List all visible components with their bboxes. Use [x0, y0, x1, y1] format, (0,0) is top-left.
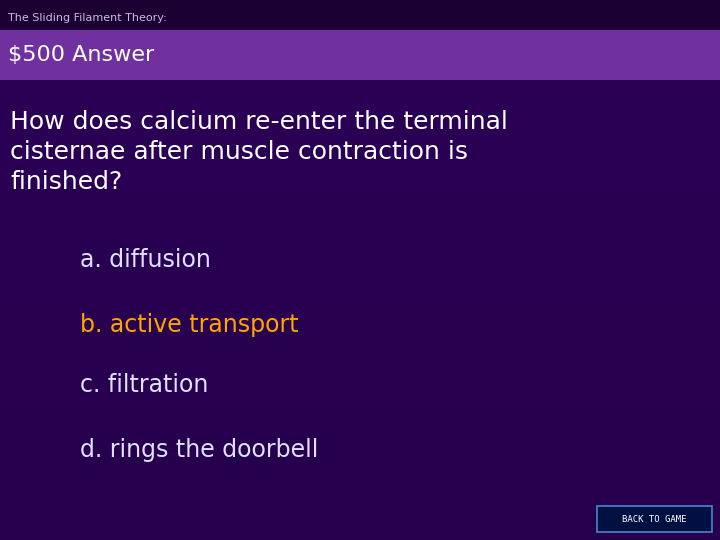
Text: $500 Answer: $500 Answer	[8, 45, 154, 65]
Text: a. diffusion: a. diffusion	[80, 248, 211, 272]
Text: BACK TO GAME: BACK TO GAME	[622, 515, 687, 523]
Text: The Sliding Filament Theory:: The Sliding Filament Theory:	[8, 13, 167, 23]
Text: d. rings the doorbell: d. rings the doorbell	[80, 438, 318, 462]
FancyBboxPatch shape	[0, 0, 720, 30]
FancyBboxPatch shape	[0, 30, 720, 80]
Text: cisternae after muscle contraction is: cisternae after muscle contraction is	[10, 140, 468, 164]
Text: c. filtration: c. filtration	[80, 373, 208, 397]
Text: How does calcium re-enter the terminal: How does calcium re-enter the terminal	[10, 110, 508, 134]
Text: b. active transport: b. active transport	[80, 313, 299, 337]
Text: finished?: finished?	[10, 170, 122, 194]
FancyBboxPatch shape	[597, 506, 712, 532]
